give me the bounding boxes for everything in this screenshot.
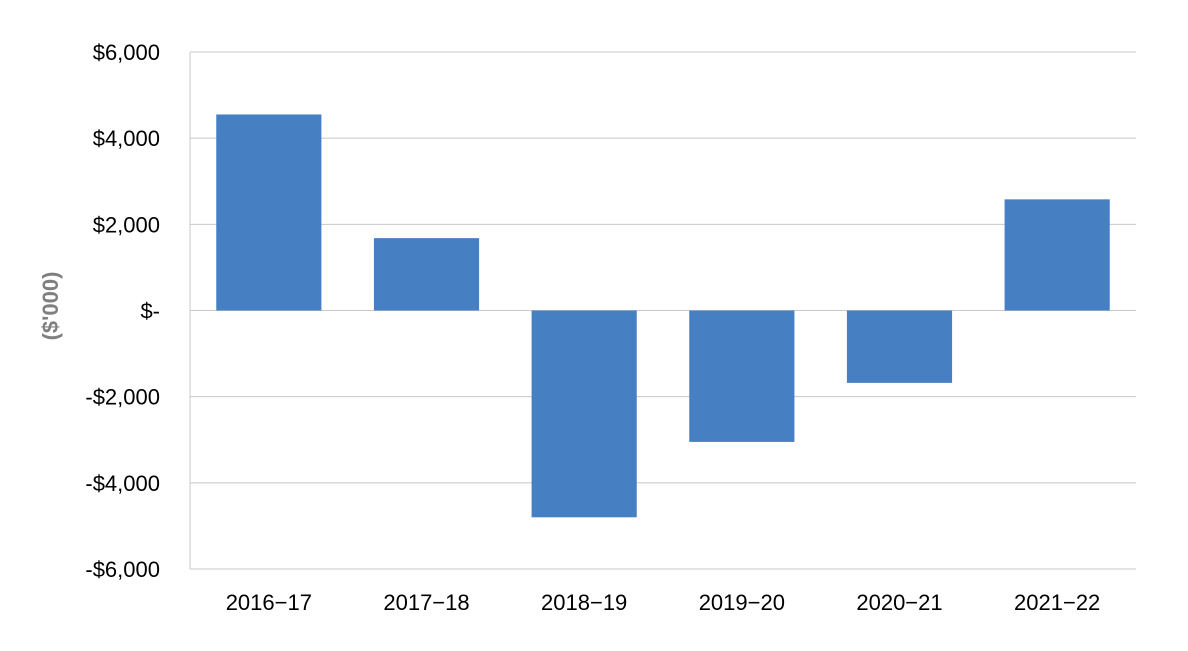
y-tick-labels: $6,000 $4,000 $2,000 $- -$2,000 -$4,000 -$6,00…	[85, 40, 160, 582]
x-tick-label: 2018−19	[541, 590, 627, 615]
bar	[216, 114, 322, 311]
bar	[846, 310, 953, 383]
y-tick-label: $-	[140, 299, 160, 324]
x-tick-label: 2017−18	[383, 590, 469, 615]
x-tick-label: 2021−22	[1014, 590, 1100, 615]
y-tick-label: -$4,000	[85, 471, 160, 496]
y-tick-label: $2,000	[93, 212, 160, 237]
bar	[531, 310, 637, 518]
y-tick-label: -$6,000	[85, 557, 160, 582]
x-tick-label: 2019−20	[699, 590, 785, 615]
x-tick-label: 2020−21	[856, 590, 942, 615]
y-axis-label: ($'000)	[38, 272, 63, 341]
y-tick-label: $4,000	[93, 126, 160, 151]
y-tick-label: $6,000	[93, 40, 160, 65]
bar	[1004, 199, 1110, 311]
bar	[373, 238, 480, 311]
x-tick-labels: 2016−17 2017−18 2018−19 2019−20 2020−21 2021−…	[226, 590, 1101, 615]
bars	[216, 114, 1110, 518]
x-tick-label: 2016−17	[226, 590, 312, 615]
y-tick-label: -$2,000	[85, 385, 160, 410]
bar	[689, 310, 795, 442]
gridlines	[189, 51, 1136, 570]
